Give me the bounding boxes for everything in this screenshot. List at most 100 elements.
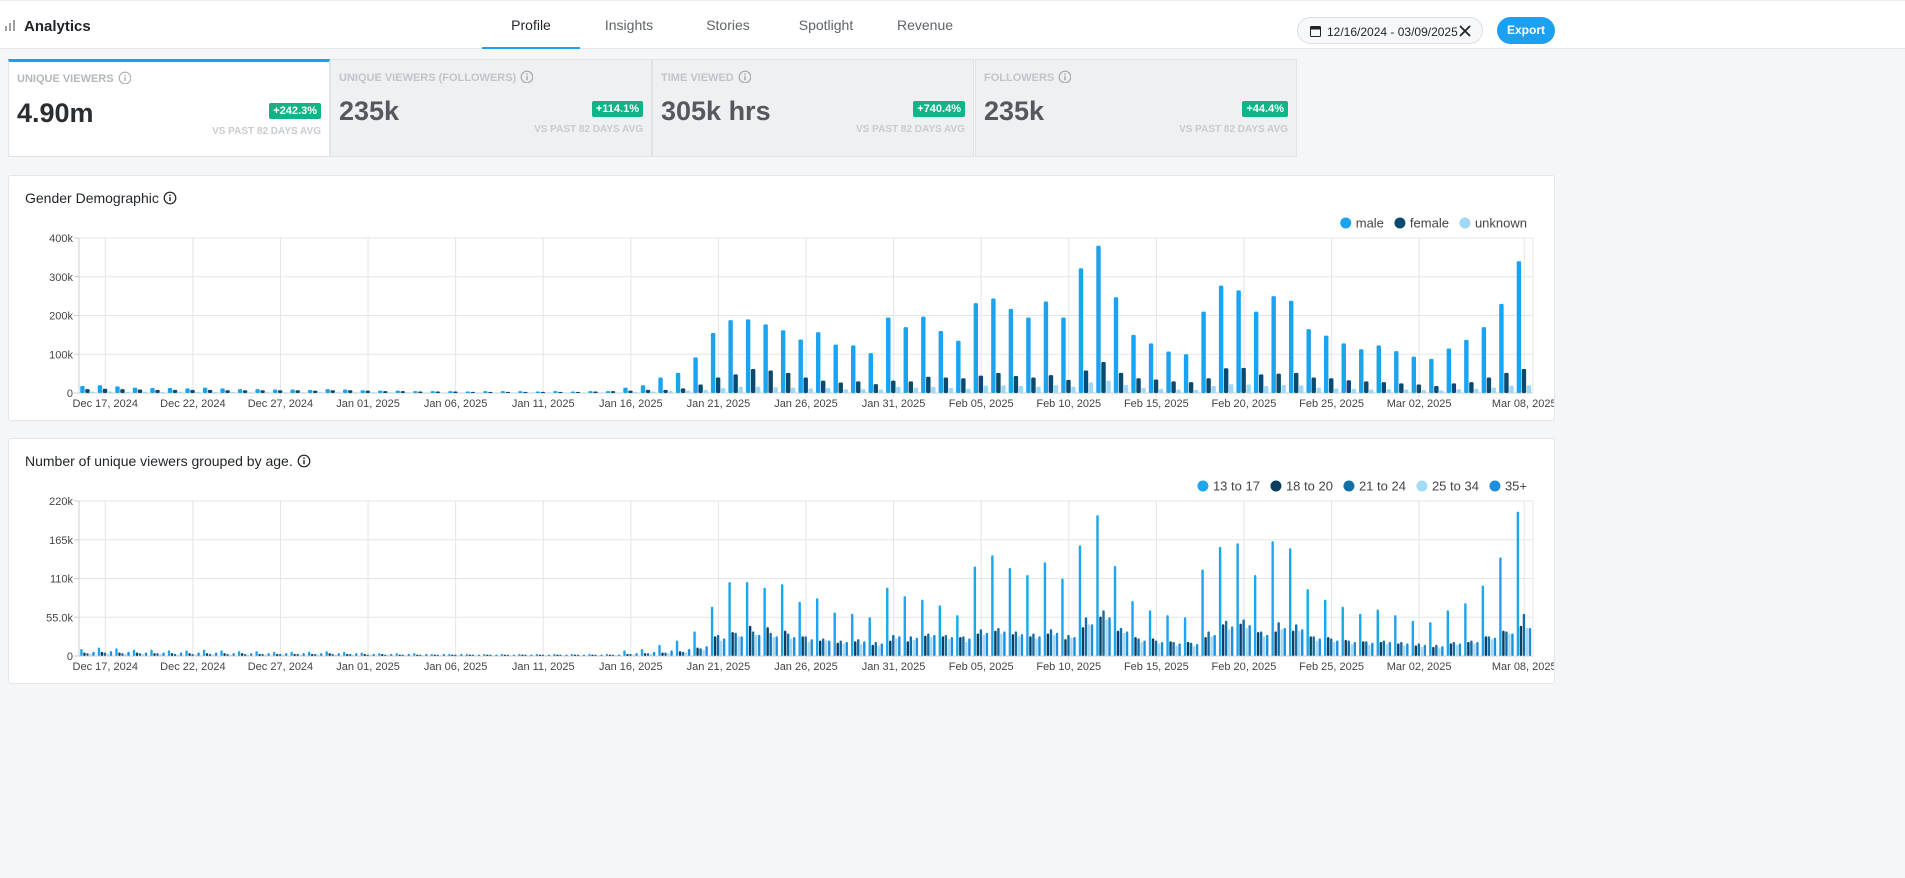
tab[interactable]: Revenue <box>896 17 954 33</box>
info-icon[interactable] <box>520 70 534 84</box>
stat-change: +44.4% <box>1242 101 1288 117</box>
bar <box>843 389 848 393</box>
bar <box>1417 643 1421 656</box>
bar <box>1464 603 1467 656</box>
bar <box>943 377 949 393</box>
bar <box>1528 627 1532 656</box>
bar <box>194 654 197 656</box>
bar <box>115 386 120 393</box>
bar <box>610 391 616 393</box>
stat-label: TIME VIEWED <box>661 70 752 84</box>
bar <box>950 636 954 656</box>
bar <box>1365 641 1368 656</box>
date-range-picker[interactable]: 12/16/2024 - 03/09/2025 <box>1297 17 1483 44</box>
bar <box>1008 567 1012 656</box>
tab[interactable]: Insights <box>604 17 654 33</box>
bar <box>1001 385 1006 393</box>
bar <box>1236 543 1239 656</box>
bar <box>968 638 971 656</box>
bar <box>195 391 200 393</box>
bar <box>160 391 165 393</box>
x-tick-label: Jan 01, 2025 <box>336 661 400 673</box>
bar <box>318 392 323 393</box>
x-tick-label: Jan 31, 2025 <box>862 661 926 673</box>
bar <box>142 391 148 393</box>
bar <box>614 655 618 656</box>
bar <box>769 632 772 656</box>
stat-card[interactable]: UNIQUE VIEWERS 4.90m +242.3% VS PAST 82 … <box>8 59 330 157</box>
bar <box>265 392 270 393</box>
bar <box>170 653 174 656</box>
bar <box>632 654 635 656</box>
stat-card[interactable]: FOLLOWERS 235k +44.4% VS PAST 82 DAYS AV… <box>975 59 1297 157</box>
bar <box>1211 386 1216 393</box>
bar <box>1403 645 1406 656</box>
bar <box>335 392 340 393</box>
bar <box>547 654 551 656</box>
bar <box>1429 358 1434 393</box>
bar <box>1294 624 1298 656</box>
bar <box>460 653 463 656</box>
bar <box>544 655 548 656</box>
bar <box>1259 631 1263 656</box>
bar <box>886 587 889 656</box>
bar <box>360 390 365 393</box>
bar <box>272 389 278 393</box>
calendar-icon <box>1310 26 1321 37</box>
export-button[interactable]: Export <box>1497 17 1555 44</box>
bar <box>1081 627 1085 656</box>
bar <box>430 653 434 656</box>
info-icon[interactable] <box>297 454 311 468</box>
bar <box>1416 384 1422 393</box>
bar <box>124 653 127 656</box>
bar <box>1123 384 1129 393</box>
bar <box>1055 632 1059 656</box>
y-tick-label: 0 <box>67 651 73 663</box>
bar <box>1157 643 1161 656</box>
tab[interactable]: Spotlight <box>798 17 854 33</box>
legend-label: male <box>1356 216 1384 231</box>
bar <box>617 654 621 656</box>
bar <box>1277 622 1280 656</box>
bar <box>640 648 644 656</box>
x-tick-label: Mar 08, 2025 <box>1492 398 1554 410</box>
bar <box>684 652 688 656</box>
bar <box>1171 381 1176 393</box>
bar <box>355 653 358 656</box>
bar <box>1336 640 1339 656</box>
bar <box>1118 372 1124 393</box>
stat-card[interactable]: UNIQUE VIEWERS (FOLLOWERS) 235k +114.1% … <box>330 59 652 157</box>
bar <box>512 654 516 656</box>
bar <box>1474 388 1479 393</box>
tab[interactable]: Stories <box>706 17 750 33</box>
bar <box>527 655 530 656</box>
bar <box>750 368 756 393</box>
bar <box>751 631 755 656</box>
bar <box>1288 548 1292 656</box>
bar <box>388 392 393 393</box>
bar <box>387 654 390 656</box>
bar <box>1456 389 1462 393</box>
bar <box>1178 643 1181 656</box>
clear-date[interactable] <box>1459 25 1471 37</box>
info-icon[interactable] <box>738 70 752 84</box>
bar <box>1140 641 1143 656</box>
info-icon[interactable] <box>1058 70 1072 84</box>
legend-label: unknown <box>1475 216 1527 231</box>
bar <box>710 332 716 393</box>
info-icon[interactable] <box>118 71 131 85</box>
bar <box>202 649 206 656</box>
tab[interactable]: Profile <box>482 1 580 49</box>
bar <box>442 653 446 656</box>
bar <box>1000 633 1003 656</box>
x-tick-label: Feb 20, 2025 <box>1212 661 1277 673</box>
bar <box>365 390 370 393</box>
bar <box>687 648 691 656</box>
bar <box>436 654 440 656</box>
bar <box>1038 636 1041 656</box>
x-tick-label: Feb 10, 2025 <box>1036 661 1101 673</box>
stat-change: +114.1% <box>591 101 643 117</box>
stat-card[interactable]: TIME VIEWED 305k hrs +740.4% VS PAST 82 … <box>652 59 974 157</box>
bar <box>1399 383 1404 393</box>
info-icon[interactable] <box>163 191 177 205</box>
